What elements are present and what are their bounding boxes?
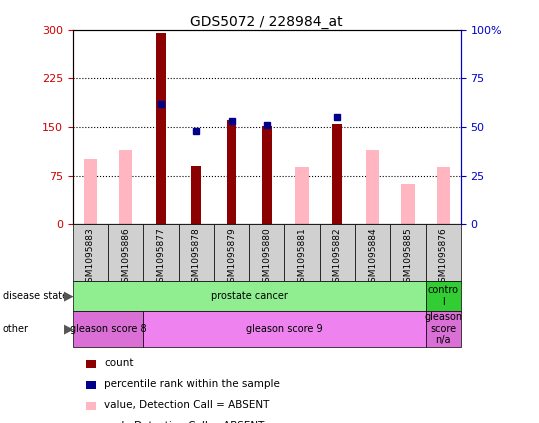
Text: GSM1095884: GSM1095884 — [368, 227, 377, 288]
Text: GSM1095879: GSM1095879 — [227, 227, 236, 288]
Text: contro
l: contro l — [428, 285, 459, 307]
Bar — [84, 159, 97, 224]
Text: ▶: ▶ — [64, 290, 73, 302]
Bar — [143, 311, 426, 347]
Text: gleason score 9: gleason score 9 — [246, 324, 323, 334]
Text: percentile rank within the sample: percentile rank within the sample — [104, 379, 280, 389]
Bar — [355, 224, 390, 281]
Text: value, Detection Call = ABSENT: value, Detection Call = ABSENT — [104, 400, 270, 410]
Bar — [426, 311, 461, 347]
Bar — [108, 224, 143, 281]
Text: count: count — [104, 358, 134, 368]
Text: rank, Detection Call = ABSENT: rank, Detection Call = ABSENT — [104, 421, 265, 423]
Bar — [73, 224, 108, 281]
Text: GSM1095878: GSM1095878 — [192, 227, 201, 288]
Bar — [226, 121, 237, 224]
Text: GSM1095880: GSM1095880 — [262, 227, 271, 288]
Bar — [390, 224, 426, 281]
Bar — [320, 224, 355, 281]
Bar — [262, 126, 272, 224]
Text: GSM1095882: GSM1095882 — [333, 227, 342, 288]
Text: gleason
score
n/a: gleason score n/a — [424, 312, 462, 346]
Bar — [191, 166, 201, 224]
Text: GSM1095876: GSM1095876 — [439, 227, 448, 288]
Text: GSM1095877: GSM1095877 — [156, 227, 165, 288]
Bar — [119, 150, 133, 224]
Bar — [214, 224, 249, 281]
Text: disease state: disease state — [3, 291, 68, 301]
Text: GSM1095883: GSM1095883 — [86, 227, 95, 288]
Bar — [156, 33, 166, 224]
Bar — [437, 167, 450, 224]
Bar — [333, 124, 342, 224]
Bar — [249, 224, 285, 281]
Bar — [73, 311, 143, 347]
Text: GSM1095886: GSM1095886 — [121, 227, 130, 288]
Text: prostate cancer: prostate cancer — [211, 291, 288, 301]
Bar — [143, 224, 178, 281]
Bar — [285, 224, 320, 281]
Title: GDS5072 / 228984_at: GDS5072 / 228984_at — [190, 14, 343, 29]
Text: GSM1095881: GSM1095881 — [298, 227, 307, 288]
Bar — [401, 184, 414, 224]
Text: gleason score 8: gleason score 8 — [70, 324, 147, 334]
Bar — [178, 224, 214, 281]
Text: other: other — [3, 324, 29, 334]
Bar — [426, 281, 461, 311]
Bar — [426, 224, 461, 281]
Bar — [366, 150, 379, 224]
Bar — [295, 167, 309, 224]
Text: ▶: ▶ — [64, 322, 73, 335]
Text: GSM1095885: GSM1095885 — [403, 227, 412, 288]
